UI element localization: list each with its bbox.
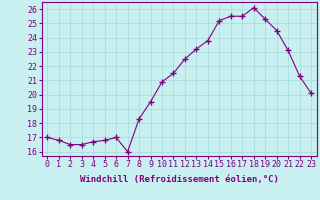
X-axis label: Windchill (Refroidissement éolien,°C): Windchill (Refroidissement éolien,°C) xyxy=(80,175,279,184)
